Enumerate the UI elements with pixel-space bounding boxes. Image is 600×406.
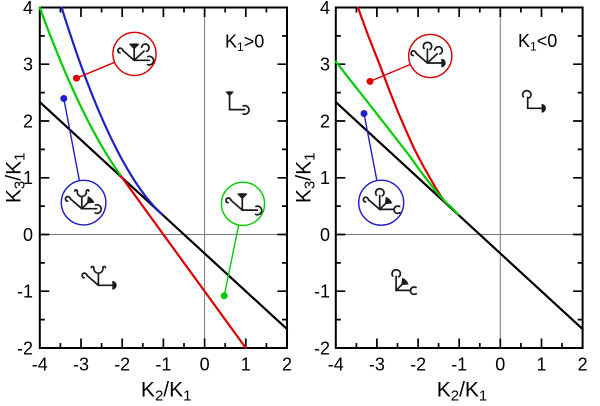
svg-text:K3/K1: K3/K1 xyxy=(293,153,319,204)
svg-text:1: 1 xyxy=(536,355,546,375)
svg-text:-1: -1 xyxy=(155,355,171,375)
svg-text:3: 3 xyxy=(320,55,330,75)
svg-text:0: 0 xyxy=(320,225,330,245)
svg-text:1: 1 xyxy=(241,355,251,375)
svg-text:-3: -3 xyxy=(369,355,385,375)
svg-text:0: 0 xyxy=(200,355,210,375)
svg-text:3: 3 xyxy=(23,55,33,75)
svg-text:1: 1 xyxy=(320,168,330,188)
svg-text:-4: -4 xyxy=(32,355,48,375)
svg-text:0: 0 xyxy=(23,225,33,245)
svg-text:-3: -3 xyxy=(73,355,89,375)
svg-text:2: 2 xyxy=(23,112,33,132)
svg-text:2: 2 xyxy=(320,112,330,132)
svg-text:K2/K1: K2/K1 xyxy=(141,379,192,402)
svg-text:K1<0: K1<0 xyxy=(518,31,557,54)
svg-text:4: 4 xyxy=(320,0,330,18)
svg-text:K1>0: K1>0 xyxy=(225,32,264,55)
svg-text:-2: -2 xyxy=(114,355,130,375)
svg-text:4: 4 xyxy=(23,0,33,18)
svg-text:K2/K1: K2/K1 xyxy=(437,379,488,402)
svg-text:-4: -4 xyxy=(328,355,344,375)
svg-text:0: 0 xyxy=(495,355,505,375)
svg-text:-1: -1 xyxy=(17,282,33,302)
svg-text:2: 2 xyxy=(282,355,292,375)
svg-text:1: 1 xyxy=(23,168,33,188)
svg-text:-2: -2 xyxy=(410,355,426,375)
svg-text:-1: -1 xyxy=(451,355,467,375)
svg-text:K3/K1: K3/K1 xyxy=(3,153,29,204)
svg-text:-2: -2 xyxy=(314,339,330,359)
svg-text:-1: -1 xyxy=(314,282,330,302)
svg-text:-2: -2 xyxy=(17,339,33,359)
svg-text:2: 2 xyxy=(578,355,588,375)
